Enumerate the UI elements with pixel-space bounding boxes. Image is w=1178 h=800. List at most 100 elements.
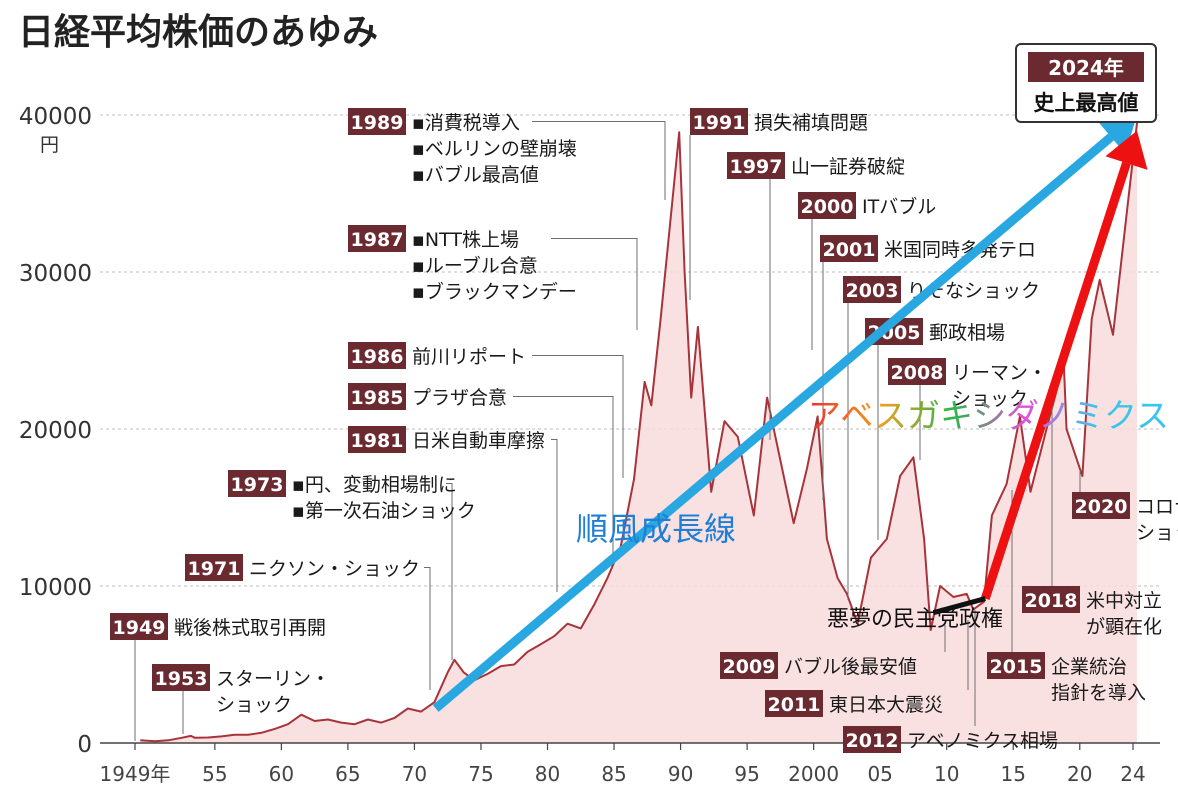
callout-text: 史上最高値 (1034, 91, 1139, 115)
event-year-label: 2008 (891, 362, 944, 384)
blue-arrow-label: 順風成長線 (576, 510, 736, 548)
event-year-label: 1981 (351, 430, 404, 452)
event-text: ショック (1136, 522, 1178, 544)
event-text: 損失補填問題 (754, 112, 868, 134)
event-year-label: 1949 (113, 617, 166, 639)
event-year-label: 2012 (846, 730, 899, 752)
event-year-label: 1953 (155, 668, 208, 690)
event-year-label: 2015 (990, 656, 1043, 678)
event-text: 米国同時多発テロ (884, 239, 1036, 261)
event-text: が顕在化 (1086, 616, 1162, 638)
event-text: アベノミクス相場 (907, 730, 1058, 752)
event-year-box (1022, 586, 1080, 613)
x-tick-label: 2000 (788, 762, 839, 786)
blue-arrow-shaft (432, 133, 1114, 712)
event-text: ITバブル (862, 195, 936, 218)
leader-line (551, 238, 638, 330)
event-year-box (820, 235, 878, 262)
event-year-label: 1985 (351, 387, 404, 409)
event-text: ▪ブラックマンデー (412, 280, 577, 303)
event-text: 指針を導入 (1051, 682, 1146, 704)
event-year-box (185, 554, 243, 581)
y-tick-label: 0 (77, 732, 92, 758)
event-text: バブル後最安値 (784, 655, 917, 678)
event-text: ▪ルーブル合意 (412, 254, 538, 277)
event-year-box (888, 358, 946, 385)
chart-title: 日経平均株価のあゆみ (18, 12, 378, 53)
x-tick-label: 60 (269, 762, 294, 786)
event-year-box (348, 383, 406, 410)
x-tick-label: 10 (934, 762, 959, 786)
x-tick-label: 85 (601, 762, 626, 786)
y-tick-label: 40000 (19, 104, 92, 130)
leader-line (446, 483, 453, 660)
x-tick-label: 20 (1067, 762, 1092, 786)
event-text: ニクソン・ショック (249, 558, 420, 580)
event-year-box (987, 652, 1045, 679)
event-text: ▪消費税導入 (412, 112, 520, 134)
event-year-label: 1997 (730, 156, 783, 178)
dark-period-label: 悪夢の民主党政権 (827, 607, 1003, 632)
price-line (140, 122, 1138, 743)
black-segment (932, 596, 986, 616)
event-text: 日米自動車摩擦 (412, 430, 545, 452)
event-year-box (348, 426, 406, 453)
event-year-label: 2003 (846, 280, 899, 302)
event-text: 戦後株式取引再開 (174, 617, 326, 639)
x-tick-label: 95 (734, 762, 759, 786)
event-year-box (1072, 492, 1130, 519)
event-year-label: 2020 (1075, 496, 1128, 518)
event-year-box (720, 652, 778, 679)
event-text: 東日本大震災 (829, 694, 943, 716)
rainbow-label: アベスガキシダノミクス (808, 396, 1169, 435)
red-arrow-head (1105, 130, 1148, 170)
leader-line (551, 439, 558, 592)
event-year-box (798, 192, 856, 219)
axes: 0 10000 20000 30000 40000 円 1949年 55 60 65 70 75 80 8… (19, 104, 1160, 786)
event-year-box (348, 108, 406, 135)
event-text: ショック (216, 694, 292, 716)
event-year-label: 2001 (823, 239, 876, 261)
x-tick-label: 70 (402, 762, 427, 786)
x-tick-label: 05 (867, 762, 892, 786)
event-year-label: 1987 (351, 229, 404, 251)
callout-year-box (1028, 52, 1144, 82)
event-year-label: 1971 (188, 558, 241, 580)
event-text: ▪NTT株上場 (412, 229, 519, 251)
x-tick-label: 55 (202, 762, 227, 786)
event-text: 米中対立 (1086, 590, 1162, 612)
event-year-label: 1991 (693, 112, 746, 134)
event-text: 山一証券破綻 (791, 156, 905, 178)
event-text: ショック (952, 388, 1028, 410)
x-tick-label: 65 (335, 762, 360, 786)
y-tick-label: 20000 (19, 418, 92, 444)
y-unit-label: 円 (40, 134, 59, 156)
event-year-label: 1989 (351, 112, 404, 134)
callout-year: 2024年 (1048, 56, 1124, 80)
x-tick-label: 90 (668, 762, 693, 786)
x-tick-label: 15 (1001, 762, 1026, 786)
x-tick-label: 24 (1120, 762, 1145, 786)
event-year-label: 1973 (231, 474, 284, 496)
event-year-label: 2009 (723, 656, 776, 678)
event-year-label: 2000 (801, 196, 854, 218)
leader-line (532, 355, 624, 478)
event-year-box (843, 726, 901, 753)
area-layer (140, 122, 1138, 743)
event-year-box (228, 470, 286, 497)
arrow-layer (432, 115, 1148, 712)
event-text: ▪バブル最高値 (412, 163, 539, 186)
leader-line (513, 396, 614, 560)
y-tick-label: 10000 (19, 575, 92, 601)
event-year-box (765, 690, 823, 717)
leader-line (532, 121, 666, 200)
x-tick-label: 75 (468, 762, 493, 786)
event-year-box (727, 152, 785, 179)
event-year-box (348, 225, 406, 252)
event-year-label: 2018 (1025, 590, 1078, 612)
event-text: 前川リポート (412, 346, 526, 368)
event-text: リーマン・ (952, 362, 1047, 384)
